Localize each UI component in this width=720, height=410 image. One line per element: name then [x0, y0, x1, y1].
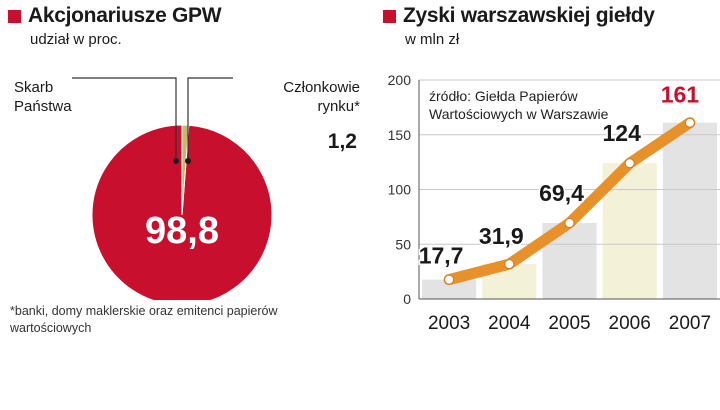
slice-label-line: Skarb — [14, 79, 54, 96]
line-subtitle: w mln zł — [405, 31, 460, 48]
value-column — [422, 279, 477, 299]
data-point — [624, 158, 635, 169]
leader-dot — [185, 158, 191, 164]
title-marker-square — [383, 9, 396, 23]
y-tick-label: 200 — [388, 72, 412, 88]
line-chart: 0 50 100 150 200 źródło: Giełda Papierów War… — [388, 72, 720, 334]
shareholders-panel: Akcjonariusze GPW udział w proc. Skarb P… — [8, 4, 360, 335]
data-label: 69,4 — [539, 180, 584, 206]
x-tick-label: 2003 — [428, 313, 470, 334]
data-point — [564, 218, 575, 229]
data-label: 124 — [603, 120, 642, 146]
pie-chart: 98,8 — [72, 77, 273, 300]
slice-label-market-members: Członkowie rynku* — [283, 78, 360, 116]
x-tick-label: 2004 — [488, 313, 531, 334]
data-point — [444, 274, 455, 285]
data-point — [684, 117, 695, 128]
leader-dot — [173, 158, 179, 164]
slice-label-state-treasury: Skarb Państwa — [14, 78, 72, 116]
value-column — [662, 122, 717, 299]
pie-title-row: Akcjonariusze GPW — [8, 4, 222, 28]
data-label: 161 — [661, 82, 700, 108]
y-tick-label: 50 — [395, 236, 411, 252]
title-marker-square — [8, 9, 21, 23]
slice-label-line: Państwa — [14, 98, 72, 115]
x-tick-label: 2005 — [548, 313, 590, 334]
data-point — [504, 259, 515, 270]
pie-slice-market-members — [181, 124, 190, 216]
pie-footnote: *banki, domy maklerskie oraz emitenci pa… — [10, 304, 278, 335]
line-title: Zyski warszawskiej giełdy — [403, 4, 655, 27]
pie-title: Akcjonariusze GPW — [28, 4, 222, 27]
leader-line-state-treasury — [72, 77, 177, 161]
slice-label-line: rynku* — [317, 98, 360, 115]
data-label: 17,7 — [419, 243, 464, 269]
slice-label-line: Członkowie — [283, 79, 360, 96]
pie-subtitle: udział w proc. — [30, 31, 122, 48]
slice-value-state-treasury: 98,8 — [145, 210, 219, 252]
profits-panel: Zyski warszawskiej giełdy w mln zł 0 50 10… — [375, 0, 720, 410]
slice-value-market-members: 1,2 — [327, 130, 357, 153]
x-tick-label: 2006 — [609, 313, 651, 334]
data-label: 31,9 — [479, 223, 524, 249]
y-tick-label: 150 — [388, 127, 412, 143]
leader-line-market-members — [187, 77, 233, 161]
y-tick-label: 0 — [403, 291, 411, 307]
source-line-1: źródło: Giełda Papierów — [429, 88, 579, 104]
line-title-row: Zyski warszawskiej giełdy — [383, 4, 655, 28]
y-tick-label: 100 — [388, 182, 412, 198]
x-tick-label: 2007 — [669, 313, 711, 334]
source-line-2: Wartościowych w Warszawie — [429, 106, 609, 122]
